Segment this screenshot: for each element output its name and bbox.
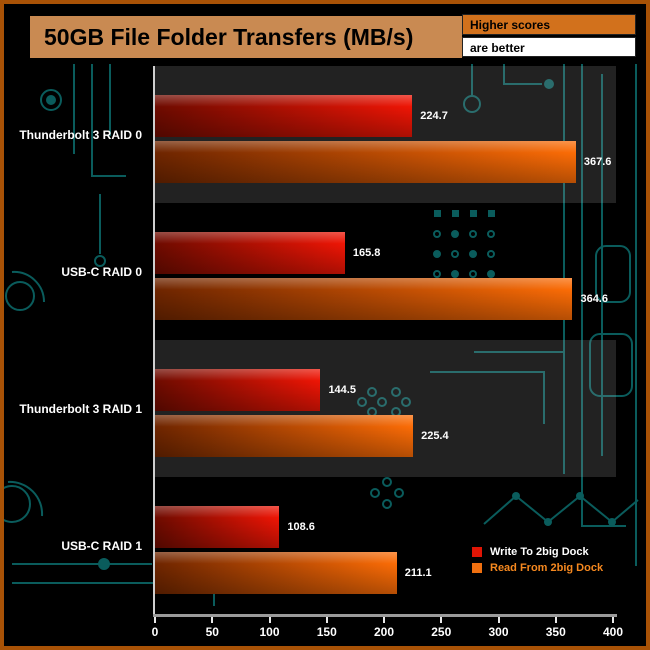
x-tick-mark xyxy=(211,617,214,623)
category-axis: Thunderbolt 3 RAID 0 USB-C RAID 0 Thunderb… xyxy=(4,66,150,614)
x-tick-mark xyxy=(325,617,328,623)
category-label: Thunderbolt 3 RAID 1 xyxy=(19,401,142,416)
value-label: 225.4 xyxy=(421,429,449,442)
value-label: 367.6 xyxy=(583,155,612,168)
bar-write xyxy=(155,505,280,548)
value-label: 211.1 xyxy=(404,566,432,579)
chart-title: 50GB File Folder Transfers (MB/s) xyxy=(30,16,462,58)
bar-read xyxy=(155,277,573,320)
x-tick-label: 250 xyxy=(431,625,452,639)
value-label: 144.5 xyxy=(328,383,356,396)
plot-area: 224.7 367.6 165.8 364.6 144.5 225.4 108.6 211.1 xyxy=(155,66,616,614)
x-tick-mark xyxy=(497,617,500,623)
x-tick-mark xyxy=(554,617,557,623)
chart-title-text: 50GB File Folder Transfers (MB/s) xyxy=(44,23,414,50)
x-tick-label: 350 xyxy=(545,625,566,639)
bar-write xyxy=(155,368,321,411)
bar-write xyxy=(155,94,413,137)
x-tick-label: 50 xyxy=(205,625,219,639)
x-tick-mark xyxy=(154,617,156,623)
note-line-1: Higher scores xyxy=(462,14,636,35)
value-label: 108.6 xyxy=(287,520,315,533)
x-tick-label: 0 xyxy=(151,625,159,639)
bar-read xyxy=(155,551,397,594)
note-line-2: are better xyxy=(462,37,636,57)
y-axis-line xyxy=(153,66,155,617)
value-label: 364.6 xyxy=(580,292,608,305)
legend: Write To 2big Dock Read From 2big Dock xyxy=(472,546,603,578)
x-tick-label: 100 xyxy=(259,625,280,639)
legend-label: Read From 2big Dock xyxy=(490,562,604,574)
bar-read xyxy=(155,140,576,183)
bar-write xyxy=(155,231,345,274)
x-tick-label: 400 xyxy=(602,625,624,639)
value-label: 224.7 xyxy=(420,109,448,122)
x-axis-line xyxy=(153,614,617,617)
x-tick-mark xyxy=(268,617,271,623)
value-label: 165.8 xyxy=(352,246,381,259)
legend-item: Read From 2big Dock xyxy=(472,562,603,574)
x-tick-label: 300 xyxy=(488,625,509,639)
x-tick-label: 200 xyxy=(373,625,395,639)
x-tick-mark xyxy=(383,617,385,623)
category-label: USB-C RAID 0 xyxy=(61,264,142,279)
x-tick-mark xyxy=(612,617,614,623)
note-box: Higher scores are better xyxy=(462,14,636,57)
legend-label: Write To 2big Dock xyxy=(490,546,589,558)
legend-swatch-read xyxy=(472,563,482,573)
category-label: USB-C RAID 1 xyxy=(61,538,142,553)
legend-swatch-write xyxy=(472,547,482,557)
x-tick-label: 150 xyxy=(316,625,337,639)
category-label: Thunderbolt 3 RAID 0 xyxy=(19,127,142,142)
x-tick-mark xyxy=(440,617,443,623)
legend-item: Write To 2big Dock xyxy=(472,546,603,558)
circuit-board-decoration xyxy=(4,64,639,606)
bar-read xyxy=(155,414,414,457)
